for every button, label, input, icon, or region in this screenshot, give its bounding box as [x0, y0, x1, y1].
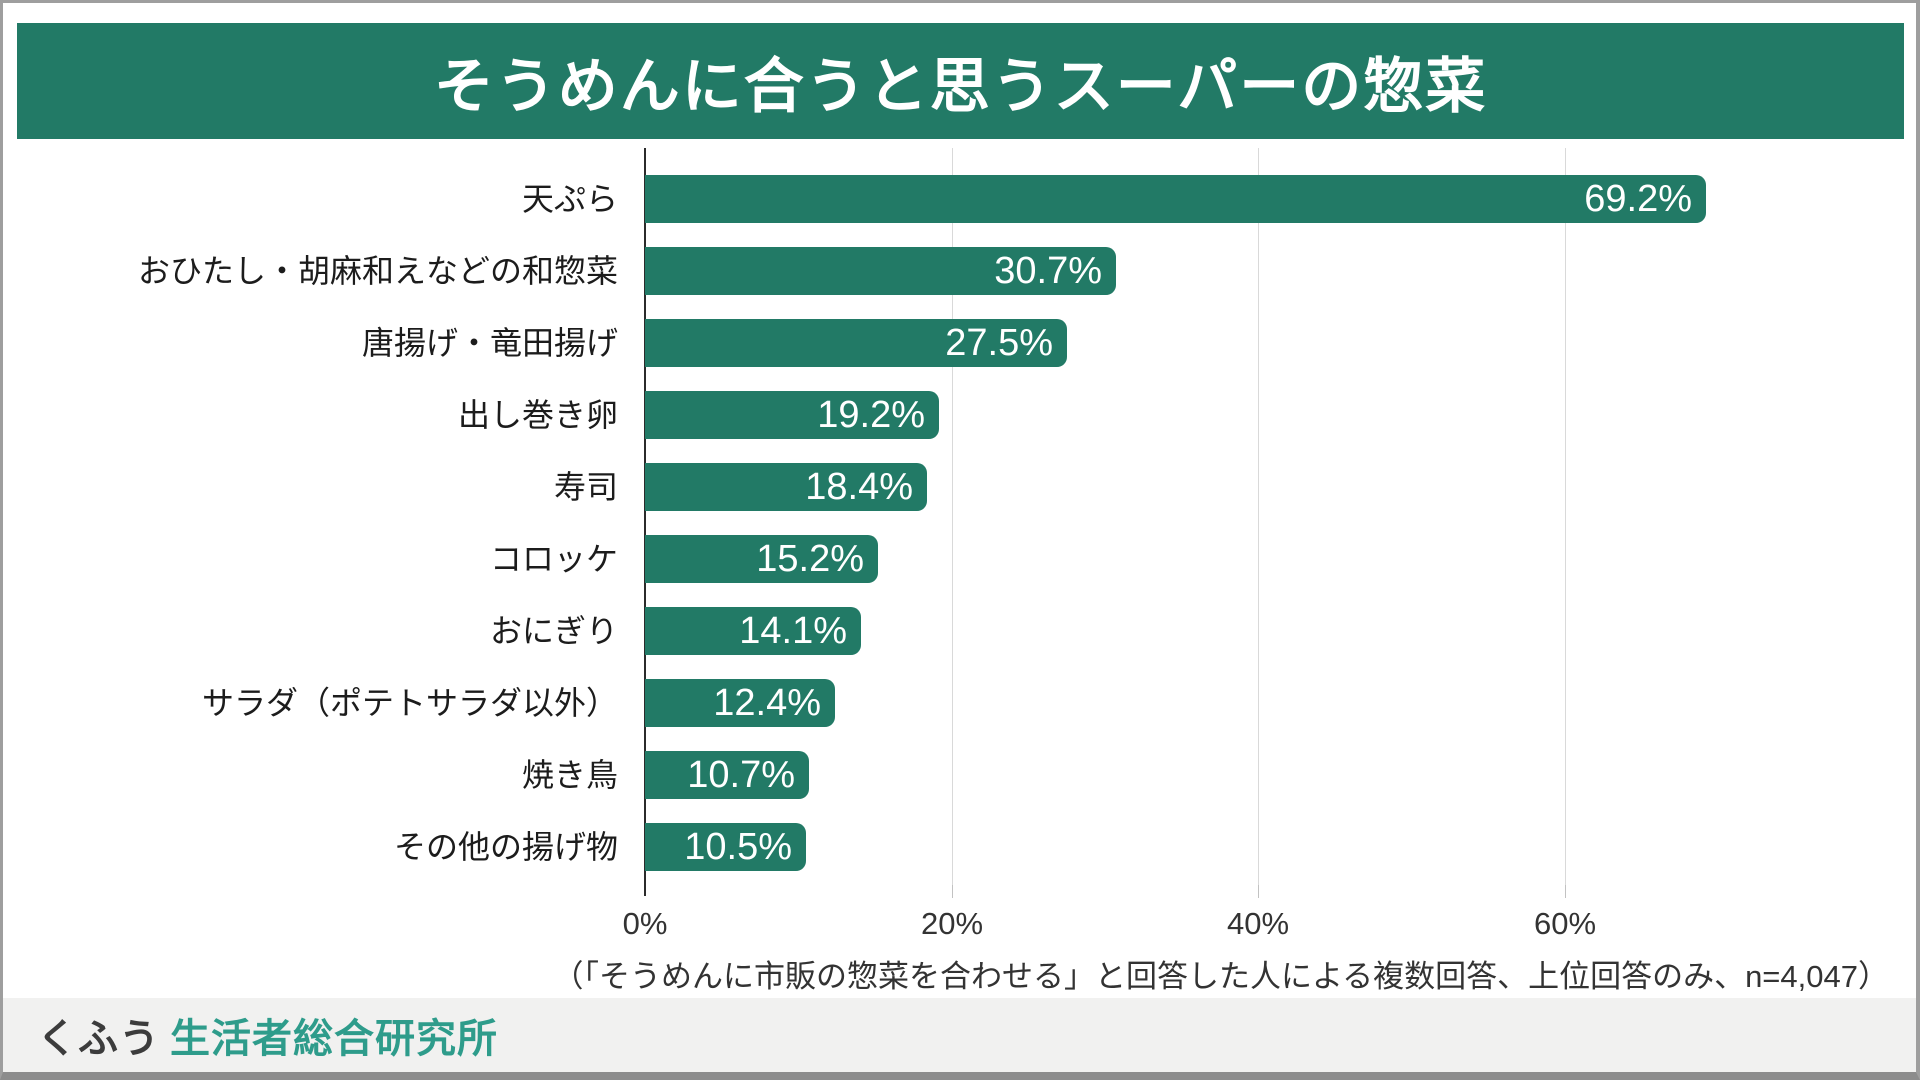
- category-label: 唐揚げ・竜田揚げ: [361, 325, 618, 361]
- footer-bar: くふう 生活者総合研究所: [3, 998, 1916, 1072]
- bar-6: 15.2%: [645, 535, 878, 583]
- category-label: 天ぷら: [521, 181, 618, 217]
- bar-value-label: 10.5%: [684, 825, 792, 868]
- bar-value-label: 18.4%: [805, 465, 913, 508]
- category-label: その他の揚げ物: [393, 829, 618, 865]
- bar-value-label: 30.7%: [994, 249, 1102, 292]
- x-axis-tick-label: 20%: [920, 906, 984, 941]
- bar-10: 10.5%: [645, 823, 806, 871]
- x-axis-tick-label: 0%: [622, 906, 668, 941]
- x-axis-tick: [952, 885, 953, 898]
- gridline-20pct: [952, 148, 953, 885]
- bar-5: 18.4%: [645, 463, 927, 511]
- bar-value-label: 19.2%: [817, 393, 925, 436]
- bar-value-label: 12.4%: [713, 681, 821, 724]
- category-label: 寿司: [553, 469, 618, 505]
- bar-value-label: 14.1%: [739, 609, 847, 652]
- chart-title: そうめんに合うと思うスーパーの惣菜: [433, 52, 1488, 120]
- category-label: 焼き鳥: [521, 757, 618, 793]
- category-label: おにぎり: [489, 613, 618, 649]
- bar-9: 10.7%: [645, 751, 809, 799]
- bar-value-label: 10.7%: [687, 753, 795, 796]
- bar-value-label: 15.2%: [756, 537, 864, 580]
- logo-research-institute: 生活者総合研究所: [170, 1017, 498, 1061]
- bar-chart-plot-area: 69.2% 30.7% 27.5% 19.2% 18.4% 15.2% 14.1% 12.4%…: [644, 148, 1907, 898]
- category-label: コロッケ: [489, 541, 618, 577]
- bar-value-label: 27.5%: [945, 321, 1053, 364]
- x-axis-tick: [1258, 885, 1259, 898]
- category-label: おひたし・胡麻和えなどの和惣菜: [137, 253, 618, 289]
- gridline-60pct: [1565, 148, 1566, 885]
- category-label: 出し巻き卵: [457, 397, 618, 433]
- category-label: サラダ（ポテトサラダ以外）: [201, 685, 618, 721]
- x-axis-tick-label: 60%: [1533, 906, 1597, 941]
- bar-3: 27.5%: [645, 319, 1067, 367]
- bar-7: 14.1%: [645, 607, 861, 655]
- bar-2: 30.7%: [645, 247, 1116, 295]
- title-banner: そうめんに合うと思うスーパーの惣菜: [17, 23, 1904, 139]
- y-axis-line: [644, 148, 646, 896]
- footnote: （「そうめんに市販の惣菜を合わせる」と回答した人による複数回答、上位回答のみ、n…: [552, 959, 1890, 994]
- logo-kufu: くふう: [37, 1017, 160, 1061]
- bar-8: 12.4%: [645, 679, 835, 727]
- gridline-40pct: [1258, 148, 1259, 885]
- x-axis-tick-label: 40%: [1226, 906, 1290, 941]
- bar-4: 19.2%: [645, 391, 939, 439]
- bar-1: 69.2%: [645, 175, 1706, 223]
- x-axis-tick: [1565, 885, 1566, 898]
- bar-value-label: 69.2%: [1584, 177, 1692, 220]
